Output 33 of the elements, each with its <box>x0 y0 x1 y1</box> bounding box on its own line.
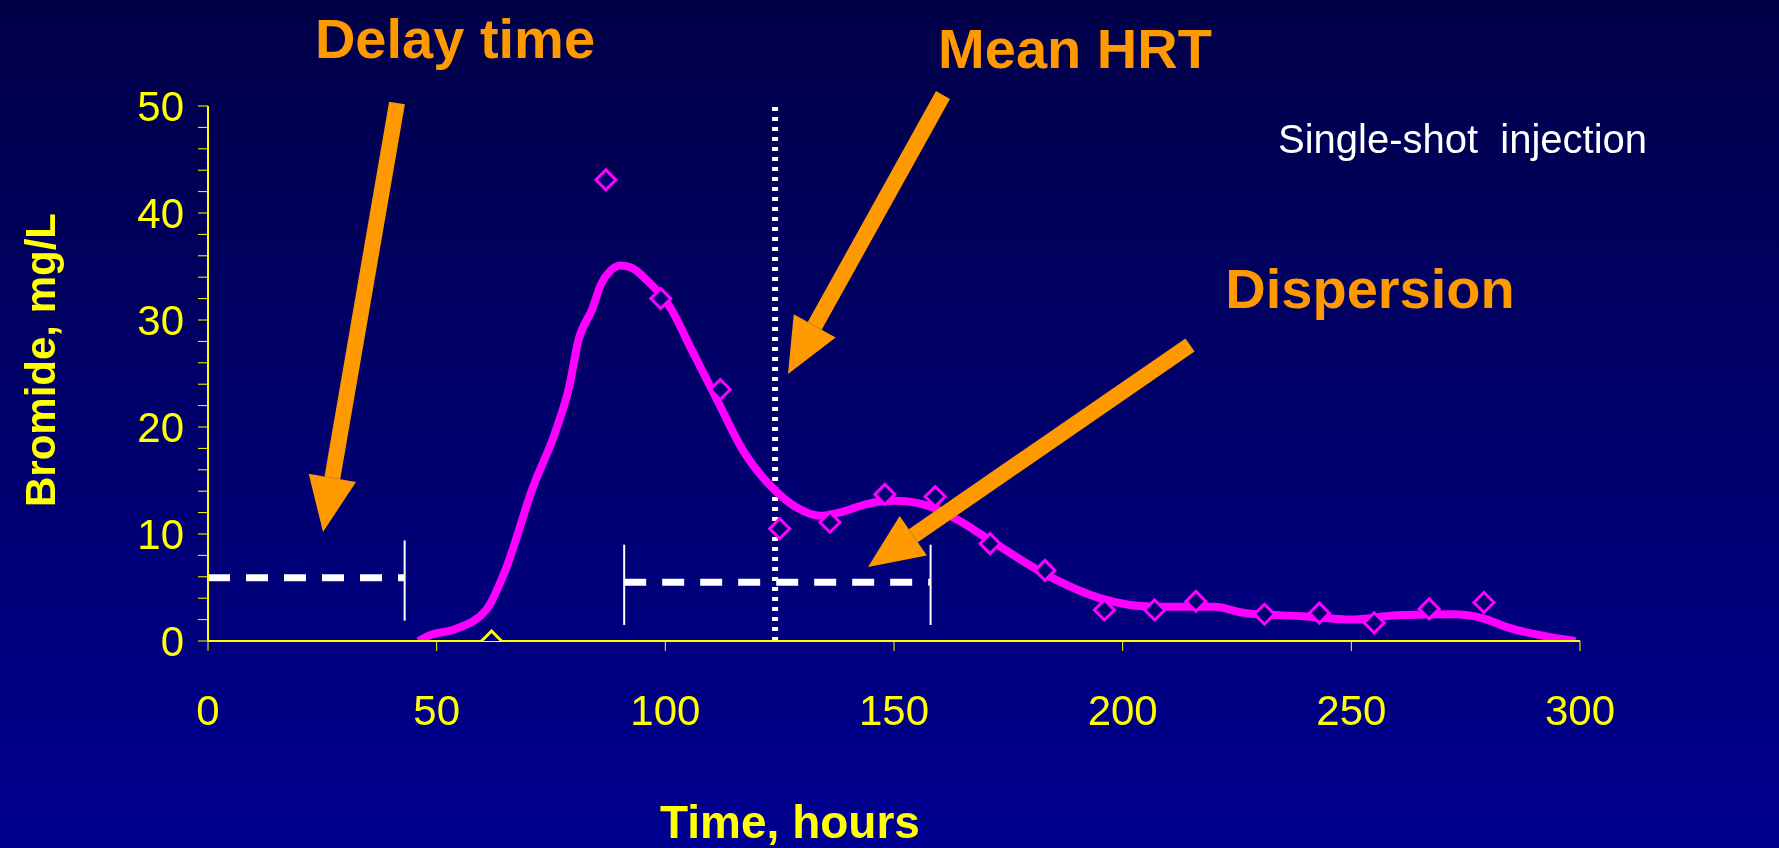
x-tick-label: 0 <box>196 687 220 734</box>
point <box>1417 597 1441 621</box>
point <box>1143 598 1167 622</box>
y-tick-label: 20 <box>137 403 184 451</box>
point <box>1472 590 1496 614</box>
point <box>649 287 673 311</box>
y-tick-label: 30 <box>137 296 184 344</box>
x-tick-label: 200 <box>1087 687 1158 734</box>
x-axis-title: Time, hours <box>660 796 920 848</box>
x-tick-label: 250 <box>1316 687 1387 734</box>
y-tick-label: 0 <box>160 617 184 665</box>
point <box>873 482 897 506</box>
x-tick-label: 50 <box>413 687 461 734</box>
x-tick-label: 100 <box>630 687 701 734</box>
point <box>923 485 947 509</box>
y-tick-label: 10 <box>137 510 184 558</box>
annotation: Single-shot injection <box>1278 117 1648 161</box>
x-tick-label: 300 <box>1544 687 1616 734</box>
y-tick-label: 50 <box>137 82 184 130</box>
y-axis-title: Bromide, mg/L <box>17 212 64 508</box>
text: Mean HRT <box>938 17 1212 80</box>
point <box>818 510 842 534</box>
x-tick-label: 150 <box>858 687 930 734</box>
point <box>768 517 792 541</box>
point <box>1033 558 1057 582</box>
point <box>1307 601 1331 625</box>
point <box>978 532 1002 556</box>
text: Delay time <box>314 7 596 70</box>
y-tick-label: 40 <box>137 189 184 237</box>
point <box>1362 611 1386 635</box>
point <box>1184 589 1208 613</box>
annotation: Dispersion <box>1225 257 1515 320</box>
point <box>594 168 618 192</box>
